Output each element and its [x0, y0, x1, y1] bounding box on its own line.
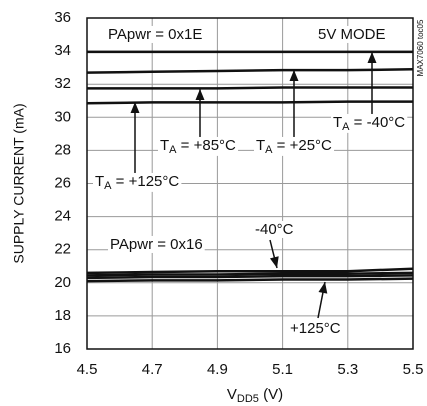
arrow-head [367, 52, 377, 63]
annotation-part: = +85°C [177, 137, 237, 154]
annotation: 5V MODE [318, 26, 386, 43]
annotation-bg [158, 136, 239, 156]
annotation-bg [108, 235, 205, 253]
annotation-part: PApwr = 0x1E [108, 26, 202, 43]
annotation: MAX7060 toc05 [416, 19, 425, 76]
arrow-head [289, 70, 299, 81]
annotation-part: 5V MODE [318, 26, 386, 43]
y-tick-label: 22 [54, 241, 71, 258]
annotation-bg [93, 172, 182, 192]
line [86, 274, 414, 280]
x-tick-label: 4.5 [77, 361, 98, 378]
y-tick-label: 36 [54, 9, 71, 26]
annotation-part: A [169, 144, 177, 156]
annotation-part: +125°C [290, 320, 341, 337]
y-tick-label: 20 [54, 274, 71, 291]
annotation: +125°C [290, 320, 341, 337]
annotation-group: TA = +125°C [93, 172, 182, 192]
x-tick-label: 4.7 [142, 361, 163, 378]
line [86, 68, 414, 74]
annotation-group: +125°C [288, 319, 343, 337]
annotation-group: PApwr = 0x1E [106, 25, 205, 43]
line [86, 271, 414, 277]
plot-frame [86, 17, 414, 350]
annotation: PApwr = 0x16 [110, 236, 203, 253]
annotation: TA = +125°C [95, 173, 179, 192]
annotation-group: TA = +25°C [254, 136, 335, 156]
annotation-part: T [95, 173, 104, 190]
annotation-bg [253, 220, 296, 238]
x-axis-label-part: V [227, 386, 237, 403]
annotation-part: A [265, 144, 273, 156]
annotation: TA = +25°C [256, 137, 332, 156]
y-tick-label: 30 [54, 108, 71, 125]
x-axis-label-part: DD5 [237, 393, 259, 405]
annotation-bg [316, 25, 388, 43]
x-tick-label: 5.1 [272, 361, 293, 378]
y-tick-label: 16 [54, 340, 71, 357]
annotation-part: = -40°C [350, 114, 406, 131]
annotation-bg [106, 25, 205, 43]
x-axis-label: VDD5 (V) [227, 386, 283, 405]
arrow-head [195, 89, 205, 100]
annotation-group: 5V MODE [316, 25, 388, 43]
x-tick-label: 5.3 [337, 361, 358, 378]
annotation-bg [331, 113, 408, 133]
annotation-group: TA = -40°C [331, 113, 408, 133]
arrow-head [318, 282, 328, 294]
annotation-part: = +25°C [273, 137, 333, 154]
annotation-part: -40°C [255, 221, 294, 238]
y-tick-label: 18 [54, 307, 71, 324]
annotation-part: T [333, 114, 342, 131]
annotation: PApwr = 0x1E [108, 26, 202, 43]
line [87, 86, 413, 90]
annotation-part: T [160, 137, 169, 154]
x-axis-label-part: (V) [259, 386, 283, 403]
annotation-bg [254, 136, 335, 156]
x-tick-label: 4.9 [207, 361, 228, 378]
annotation: -40°C [255, 221, 294, 238]
annotation-group: TA = +85°C [158, 136, 239, 156]
annotation-part: A [342, 121, 350, 133]
y-axis-label: SUPPLY CURRENT (mA) [11, 103, 27, 263]
annotation-part: T [256, 137, 265, 154]
arrow-head [269, 256, 279, 268]
annotation: TA = -40°C [333, 114, 405, 133]
y-tick-label: 28 [54, 141, 71, 158]
line [86, 277, 414, 283]
annotation-part: A [104, 180, 112, 192]
annotation-group: PApwr = 0x16 [108, 235, 205, 253]
y-tick-label: 32 [54, 75, 71, 92]
annotation: TA = +85°C [160, 137, 236, 156]
line [86, 100, 413, 105]
arrow-head [130, 102, 140, 113]
annotation-part: MAX7060 toc05 [416, 19, 425, 76]
x-tick-label: 5.5 [403, 361, 424, 378]
y-tick-label: 26 [54, 174, 71, 191]
annotation-bg [288, 319, 343, 337]
y-tick-label: 34 [54, 42, 71, 59]
annotation-part: PApwr = 0x16 [110, 236, 203, 253]
line [86, 267, 414, 275]
annotation-group: -40°C [253, 220, 296, 238]
annotation-part: = +125°C [112, 173, 180, 190]
y-tick-label: 24 [54, 208, 71, 225]
